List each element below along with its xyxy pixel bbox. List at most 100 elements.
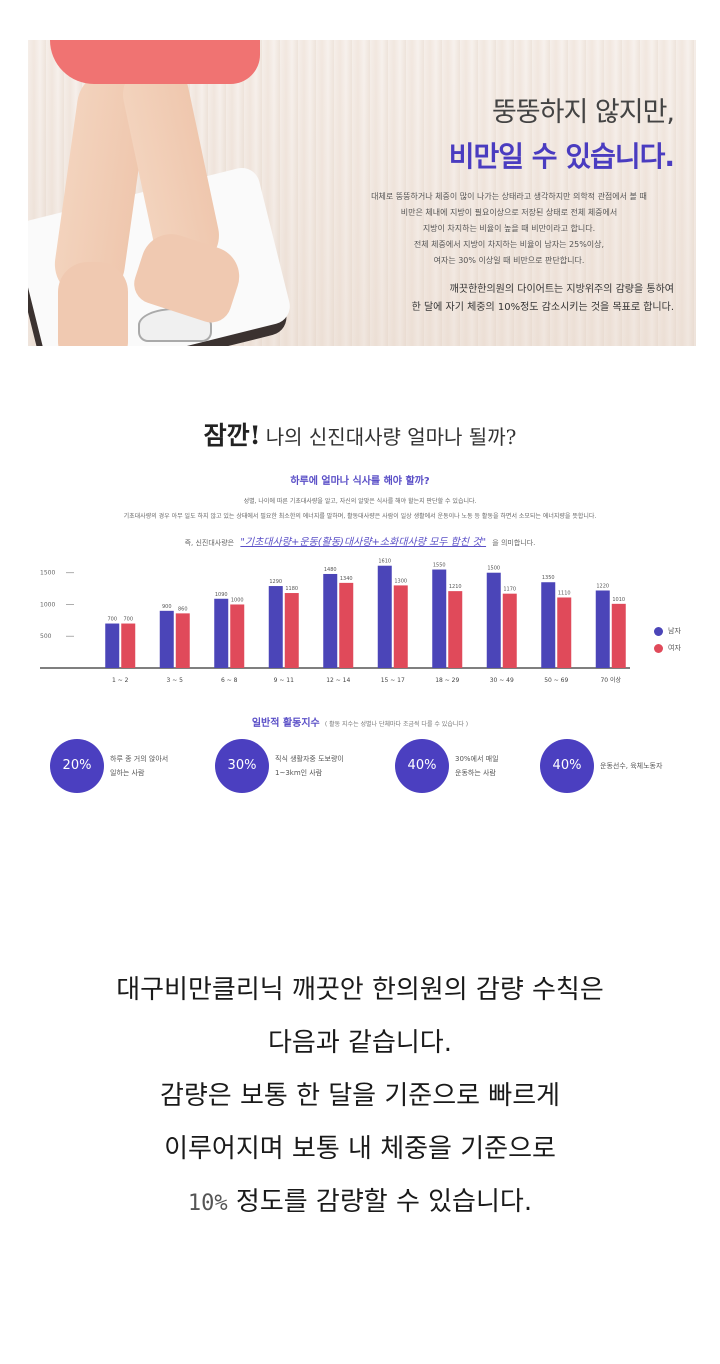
bar-female xyxy=(611,603,626,668)
hero-goal-line: 한 달에 자기 체중의 10%정도 감소시키는 것을 목표로 합니다. xyxy=(411,302,674,313)
activity-label-line: 일하는 사람 xyxy=(110,769,145,777)
legend-dot-icon xyxy=(654,643,663,653)
bar-value-label: 1090 xyxy=(215,592,228,598)
hero-para-line: 비만은 체내에 지방이 필요이상으로 저장된 상태로 전체 체중에서 xyxy=(400,208,618,217)
bar-value-label: 1500 xyxy=(487,566,500,572)
shorts-image xyxy=(50,40,260,84)
bar-male xyxy=(105,623,120,668)
bar-female xyxy=(339,582,354,668)
bar-value-label: 1110 xyxy=(558,590,571,596)
bar-male xyxy=(541,582,556,668)
bar-value-label: 900 xyxy=(162,604,172,610)
bar-male xyxy=(595,590,610,668)
activity-percent-badge: 40% xyxy=(540,739,594,793)
foot-image xyxy=(58,262,128,346)
formula-suffix: 을 의미합니다. xyxy=(492,539,536,547)
formula-prefix: 즉, 신진대사량은 xyxy=(184,539,235,547)
bar-value-label: 1610 xyxy=(378,559,391,565)
section-title: 잠깐! 나의 신진대사량 얼마나 될까? xyxy=(0,416,720,452)
bar-female xyxy=(557,597,572,668)
x-tick-label: 3 ~ 5 xyxy=(167,677,184,684)
activity-label-line: 하루 종 거의 앉아서 xyxy=(110,755,169,763)
y-tick-label: 1500 xyxy=(40,570,55,577)
activity-note: ( 활동 지수는 성별나 단체마다 조금씩 다를 수 있습니다 ) xyxy=(324,721,469,728)
activity-percent-badge: 40% xyxy=(395,739,449,793)
legend-dot-icon xyxy=(654,626,663,636)
hero-banner: 뚱뚱하지 않지만, 비만일 수 있습니다. 대체로 뚱뚱하거나 체중이 많이 나… xyxy=(28,40,696,346)
x-tick-label: 15 ~ 17 xyxy=(381,677,405,684)
hero-title-line2: 비만일 수 있습니다. xyxy=(448,140,675,173)
hero-text: 뚱뚱하지 않지만, 비만일 수 있습니다. 대체로 뚱뚱하거나 체중이 많이 나… xyxy=(314,90,675,317)
x-tick-label: 50 ~ 69 xyxy=(544,677,568,684)
hero-paragraph: 대체로 뚱뚱하거나 체중이 많이 나가는 상태라고 생각하지만 의학적 관점에서… xyxy=(314,189,674,269)
bar-female xyxy=(448,591,463,668)
bar-female xyxy=(284,593,299,668)
bar-value-label: 700 xyxy=(107,617,117,623)
description-line: 성별, 나이에 따른 기초대사량을 알고, 자신의 알맞은 식사를 해야 할는지… xyxy=(243,498,477,505)
bar-value-label: 1340 xyxy=(340,576,353,582)
description-line: 기초대사량의 경우 아무 일도 하지 않고 있는 상태에서 필요한 최소한의 에… xyxy=(123,513,597,520)
bar-male xyxy=(268,586,283,668)
activity-label: 직식 생활자중 도보량이 1~3km인 사람 xyxy=(275,752,385,780)
bar-female xyxy=(502,593,517,668)
x-tick-label: 1 ~ 2 xyxy=(112,677,129,684)
title-emphasis: 잠깐! xyxy=(203,421,261,450)
activity-title: 일반적 활동지수 ( 활동 지수는 성별나 단체마다 조금씩 다를 수 있습니다… xyxy=(0,711,720,730)
hero-title-line1: 뚱뚱하지 않지만, xyxy=(491,97,675,128)
bar-male xyxy=(323,573,338,668)
legend-item-female: 여자 xyxy=(654,643,681,653)
question-heading: 하루에 얼마나 식사를 해야 할까? xyxy=(290,476,430,487)
bar-male xyxy=(159,610,174,668)
bar-value-label: 1000 xyxy=(231,597,244,603)
activity-label: 운동선수, 육체노동자 xyxy=(600,759,710,773)
body-line: 이루어지며 보통 내 체중을 기준으로 xyxy=(164,1134,556,1164)
body-paragraph: 대구비만클리닉 깨끗안 한의원의 감량 수칙은 다음과 같습니다. 감량은 보통… xyxy=(0,964,720,1230)
bar-male xyxy=(432,569,447,668)
bar-value-label: 1010 xyxy=(612,597,625,603)
bar-value-label: 1350 xyxy=(542,575,555,581)
bar-value-label: 1170 xyxy=(503,587,516,593)
bar-female xyxy=(393,585,408,668)
bar-female xyxy=(175,613,190,668)
formula-line: 즉, 신진대사량은 "기초대사량+운동(활동)대사량+소화대사량 모두 합친 것… xyxy=(0,533,720,548)
formula-highlight: "기초대사량+운동(활동)대사량+소화대사량 모두 합친 것" xyxy=(240,537,487,548)
bar-female xyxy=(121,623,136,668)
body-line: 10% 정도를 감량할 수 있습니다. xyxy=(0,1176,720,1230)
activity-label-line: 운동선수, 육체노동자 xyxy=(600,762,663,770)
hero-para-line: 지방이 차지하는 비율이 높을 때 비만이라고 합니다. xyxy=(422,224,596,233)
y-tick-label: 500 xyxy=(40,633,52,640)
body-line: 감량은 보통 한 달을 기준으로 빠르게 xyxy=(159,1081,561,1111)
bar-value-label: 1480 xyxy=(324,567,337,573)
activity-label-line: 운동하는 사람 xyxy=(455,769,496,777)
bar-female xyxy=(230,604,245,668)
bar-value-label: 1210 xyxy=(449,584,462,590)
activity-label-line: 직식 생활자중 도보량이 xyxy=(275,755,344,763)
x-tick-label: 70 이상 xyxy=(600,676,621,684)
activity-label-line: 30%에서 매일 xyxy=(455,755,499,763)
hero-para-line: 전체 체중에서 지방이 차지하는 비율이 남자는 25%이상, xyxy=(413,240,605,249)
body-percent: 10% xyxy=(187,1191,228,1216)
legend-label: 남자 xyxy=(668,627,681,635)
bar-value-label: 1180 xyxy=(285,586,298,592)
x-tick-label: 12 ~ 14 xyxy=(326,677,350,684)
activity-percent-badge: 20% xyxy=(50,739,104,793)
x-tick-label: 9 ~ 11 xyxy=(274,677,294,684)
activity-label-line: 1~3km인 사람 xyxy=(275,769,323,777)
activity-heading: 일반적 활동지수 xyxy=(251,718,320,729)
body-line-rest: 정도를 감량할 수 있습니다. xyxy=(227,1187,533,1217)
body-line: 대구비만클리닉 깨끗안 한의원의 감량 수칙은 xyxy=(116,975,604,1005)
legend-item-male: 남자 xyxy=(654,626,681,636)
bar-value-label: 700 xyxy=(123,617,133,623)
bar-male xyxy=(377,565,392,668)
bar-value-label: 1300 xyxy=(394,578,407,584)
hero-goal-line: 깨끗한한의원의 다이어트는 지방위주의 감량을 통하여 xyxy=(449,284,674,295)
legend-label: 여자 xyxy=(668,644,681,652)
x-tick-label: 6 ~ 8 xyxy=(221,677,238,684)
x-tick-label: 18 ~ 29 xyxy=(435,677,459,684)
x-tick-label: 30 ~ 49 xyxy=(490,677,514,684)
bar-male xyxy=(486,572,501,668)
hero-goal-paragraph: 깨끗한한의원의 다이어트는 지방위주의 감량을 통하여 한 달에 자기 체중의 … xyxy=(314,281,674,317)
